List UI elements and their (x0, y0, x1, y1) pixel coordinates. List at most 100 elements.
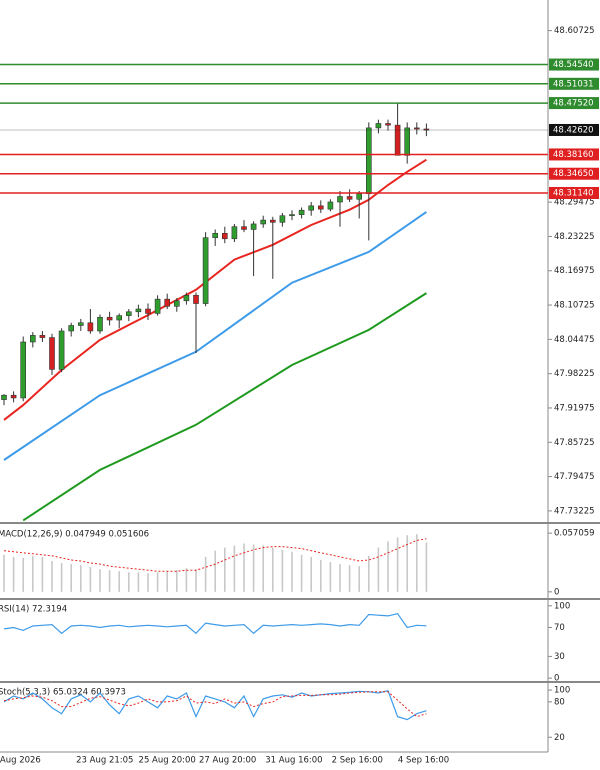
candle-body (385, 123, 391, 126)
histogram-bar (99, 569, 101, 592)
price-label: 48.51031 (553, 79, 594, 89)
candle-body (222, 232, 228, 240)
histogram-bar (243, 543, 245, 592)
histogram-bar (406, 535, 408, 592)
histogram-bar (348, 565, 351, 592)
candle-body (29, 335, 36, 343)
price-label-box (549, 167, 599, 180)
indicator-label: Stoch(5,3,3) 65.0324 60.3973 (0, 688, 126, 698)
moving-average (3, 211, 427, 461)
histogram-bar (156, 572, 159, 592)
histogram-bar (204, 556, 207, 592)
y-tick-label: 0.057059 (554, 529, 595, 539)
histogram-bar (166, 571, 168, 592)
y-tick-label: 20 (554, 733, 565, 743)
candle-body (154, 298, 161, 314)
y-tick-label: 48.10725 (554, 301, 595, 311)
histogram-bar (22, 557, 24, 592)
candle-body (231, 226, 238, 240)
candle-body (346, 196, 353, 200)
histogram-bar (185, 568, 188, 592)
candle-body (365, 127, 372, 195)
price-label-box (549, 186, 599, 199)
indicator-line (3, 613, 427, 635)
histogram-bar (252, 544, 255, 592)
histogram-bar (224, 547, 226, 592)
histogram-bar (396, 537, 399, 592)
candle-body (404, 127, 411, 156)
y-tick-label: 48.60725 (554, 26, 595, 36)
panel (1, 103, 430, 522)
histogram-bar (137, 572, 140, 592)
histogram-bar (128, 572, 130, 592)
histogram-bar (176, 570, 178, 592)
candle-body (49, 337, 55, 370)
y-tick-label: 80 (554, 697, 565, 707)
candle-body (212, 232, 218, 238)
histogram-bar (377, 547, 380, 592)
candle-body (58, 330, 65, 370)
price-label: 48.42620 (553, 125, 594, 135)
indicator-label: MACD(12,26,9) 0.047949 0.051606 (0, 530, 149, 540)
moving-average (22, 292, 427, 522)
histogram-bar (233, 545, 236, 592)
price-label-box (549, 123, 599, 136)
candle-body (289, 214, 295, 217)
price-label: 48.54540 (553, 60, 594, 70)
candle-body (193, 295, 199, 304)
histogram-bar (262, 545, 264, 592)
histogram-bar (320, 559, 322, 592)
y-tick-label: 48.29475 (554, 198, 595, 208)
histogram-bar (3, 554, 5, 592)
y-tick-label: 48.16975 (554, 266, 595, 276)
candle-body (39, 335, 46, 338)
candle-body (327, 201, 334, 210)
y-tick-label: 47.91975 (554, 403, 595, 413)
histogram-bar (425, 542, 428, 592)
price-label: 48.31140 (553, 188, 594, 198)
y-tick-label: 0 (554, 587, 559, 597)
histogram-bar (358, 566, 360, 592)
price-label: 48.38160 (553, 150, 594, 160)
candle-body (87, 322, 94, 332)
x-tick-label: 31 Aug 16:00 (265, 756, 322, 766)
histogram-bar (291, 551, 293, 592)
price-label-box (549, 148, 599, 161)
candle-body (241, 226, 247, 230)
candle-body (298, 209, 305, 215)
candle-body (394, 124, 401, 156)
candle-body (20, 341, 27, 399)
y-tick-label: 100 (554, 686, 570, 696)
candle-body (106, 316, 113, 321)
candle-body (317, 205, 324, 210)
histogram-bar (70, 564, 72, 592)
candle-body (269, 219, 276, 223)
histogram-bar (51, 560, 53, 592)
y-tick-label: 47.98225 (554, 369, 595, 379)
candle-body (356, 193, 363, 200)
histogram-bar (41, 556, 44, 592)
y-tick-label: 70 (554, 623, 565, 633)
candle-body (116, 315, 122, 321)
histogram-bar (80, 565, 82, 592)
candle-body (10, 394, 17, 399)
y-tick-label: 30 (554, 652, 565, 662)
candle-body (202, 237, 209, 304)
histogram-bar (416, 534, 418, 592)
y-tick-label: 47.85725 (554, 438, 595, 448)
x-tick-label: 20 Aug 2026 (0, 756, 41, 766)
price-label: 48.47520 (553, 99, 594, 109)
candle-body (279, 215, 286, 223)
histogram-bar (368, 555, 370, 592)
histogram-bar (387, 541, 389, 592)
candle-body (308, 205, 315, 211)
signal-line (3, 691, 427, 718)
x-tick-label: 23 Aug 21:05 (76, 756, 133, 766)
histogram-bar (147, 573, 149, 592)
histogram-bar (272, 547, 274, 592)
candle-body (413, 127, 420, 130)
price-label-box (549, 77, 599, 90)
